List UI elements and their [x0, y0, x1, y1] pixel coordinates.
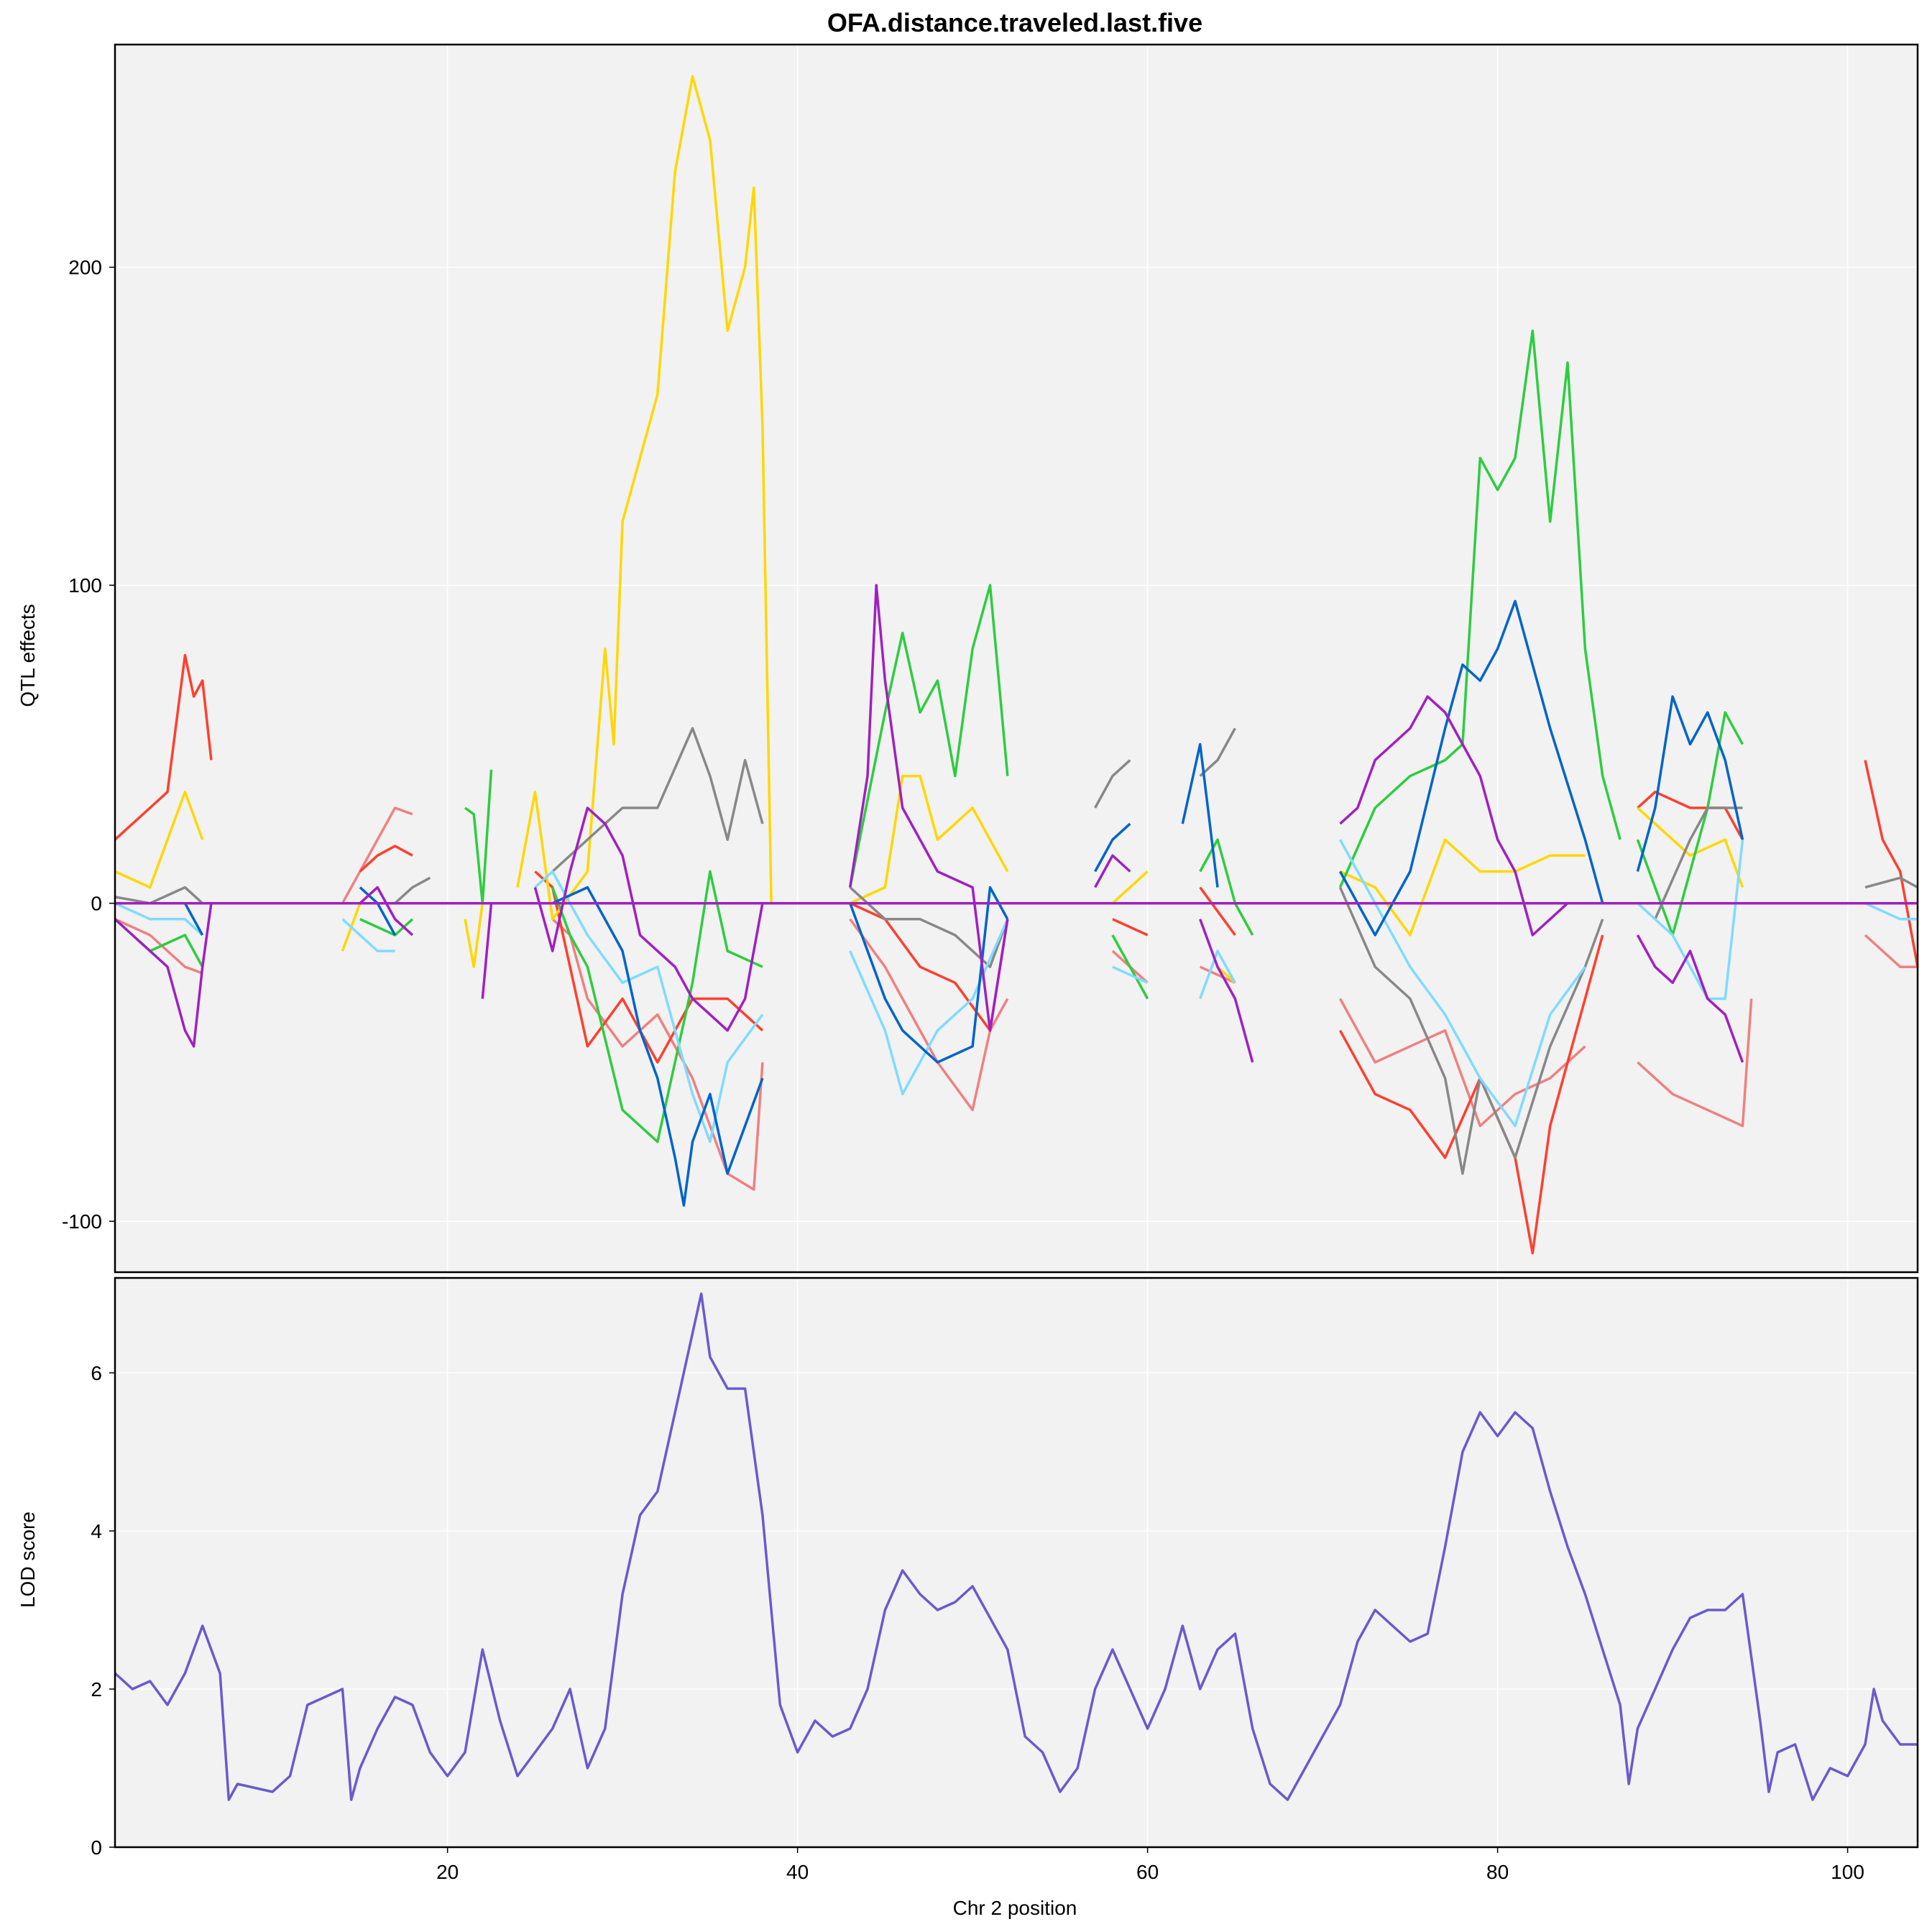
lod-y-tick-label: 2	[91, 1678, 102, 1701]
effects-series-7-segment-6	[1199, 919, 1254, 1063]
effects-series-3-segment-7	[1338, 329, 1622, 888]
effects-series-4-segment-2	[551, 727, 764, 873]
effects-series-0-segment-1	[341, 806, 413, 904]
effects-series-1-segment-1	[359, 845, 413, 873]
x-tick-label: 80	[1486, 1861, 1509, 1883]
effects-series-1-segment-4	[1112, 918, 1149, 937]
lod-plot-background	[115, 1278, 1918, 1847]
x-axis-label: Chr 2 position	[953, 1897, 1077, 1919]
effects-series-1-segment-2	[534, 870, 764, 1064]
effects-series-2-segment-7	[1339, 838, 1586, 937]
effects-series-7-segment-2	[481, 903, 493, 999]
effects-series-6-segment-2	[551, 886, 764, 1207]
lod-y-tick-label: 4	[91, 1520, 102, 1542]
effects-series-2-segment-8	[1637, 806, 1744, 888]
effects-series-0-segment-5	[1199, 965, 1236, 984]
effects-series-1-segment-7	[1637, 791, 1744, 841]
effects-series-2-segment-2	[464, 903, 484, 968]
effects-series-6-segment-5	[1181, 742, 1219, 888]
x-tick-label: 100	[1831, 1861, 1864, 1883]
chart-title: OFA.distance.traveled.last.five	[827, 8, 1202, 37]
effects-panel: -100 0 100 200	[62, 43, 1919, 1274]
effects-series-2-segment-0	[114, 791, 204, 889]
effects-series-0-segment-0	[114, 918, 203, 975]
effects-series-4-segment-1	[394, 876, 431, 904]
effects-series-7-segment-7	[1339, 695, 1569, 937]
effects-plot-background	[115, 45, 1918, 1272]
effects-series-3-segment-5	[1111, 934, 1149, 1000]
effects-plot-frame	[114, 43, 1919, 1274]
effects-series-4-segment-7	[1654, 806, 1743, 920]
effects-series-6-segment-4	[1094, 822, 1131, 873]
effects-series-2-segment-6	[1216, 965, 1236, 984]
effects-y-tick-label: -100	[62, 1210, 102, 1233]
effects-series-3-segment-4	[848, 584, 1009, 888]
x-axis-ticks: 20 40 60 80 100	[436, 1847, 1864, 1883]
x-tick-label: 60	[1136, 1861, 1159, 1883]
effects-series-4-segment-6	[1338, 886, 1604, 1175]
effects-series-5-segment-4	[1112, 965, 1149, 984]
effects-series-4-segment-0	[114, 886, 203, 905]
effects-series-5-segment-6	[1338, 839, 1586, 1128]
effects-y-tick-label: 200	[68, 257, 102, 279]
effects-series-5-segment-0	[114, 902, 203, 937]
effects-series-4-segment-3	[849, 886, 1009, 968]
effects-series-0-segment-8	[1864, 934, 1918, 968]
lod-panel: 0 2 4 6	[91, 1276, 1919, 1859]
effects-series-0-segment-2	[551, 918, 764, 1191]
effects-series-1-segment-0	[114, 653, 213, 841]
effects-series-6-segment-3	[849, 886, 1009, 1064]
effects-series-5-segment-5	[1199, 949, 1236, 1000]
effects-series-7-segment-4	[848, 584, 1009, 1032]
effects-series-0-segment-7	[1637, 998, 1753, 1128]
effects-y-tick-label: 100	[68, 574, 102, 597]
effects-series-3-segment-2	[464, 769, 493, 905]
effects-series-5-segment-8	[1864, 902, 1918, 921]
effects-series-2-segment-3	[516, 75, 773, 921]
y-axis-label-effects: QTL effects	[17, 604, 39, 707]
effects-series-2-segment-5	[1111, 870, 1149, 904]
x-tick-label: 40	[786, 1861, 809, 1883]
effects-series-1-segment-5	[1199, 886, 1236, 937]
effects-series-6-segment-7	[1636, 695, 1744, 872]
effects-series-4-segment-8	[1864, 876, 1918, 889]
effects-series-7-segment-8	[1636, 934, 1744, 1063]
effects-series-4-segment-5	[1199, 727, 1236, 777]
effects-y-tick-label: 0	[91, 893, 102, 915]
effects-series-7-segment-0	[114, 903, 213, 1048]
effects-series-4-segment-4	[1094, 759, 1131, 809]
effects-series-7-segment-5	[1094, 854, 1131, 888]
lod-y-tick-label: 6	[91, 1362, 102, 1384]
x-tick-label: 20	[436, 1861, 459, 1883]
effects-series-0-segment-6	[1338, 998, 1586, 1128]
lod-y-tick-label: 0	[91, 1836, 102, 1859]
effects-series-2-segment-4	[849, 774, 1009, 905]
y-axis-label-lod: LOD score	[17, 1512, 39, 1608]
effects-series-3-segment-6	[1199, 838, 1254, 936]
effects-series-3-segment-3	[551, 870, 763, 1144]
lod-plot-frame	[114, 1276, 1919, 1849]
effects-series-7-segment-3	[533, 806, 764, 1032]
effects-series-5-segment-1	[341, 918, 395, 952]
lod-series-0-segment-0	[114, 1292, 1918, 1801]
effects-series-6-segment-6	[1338, 599, 1604, 937]
